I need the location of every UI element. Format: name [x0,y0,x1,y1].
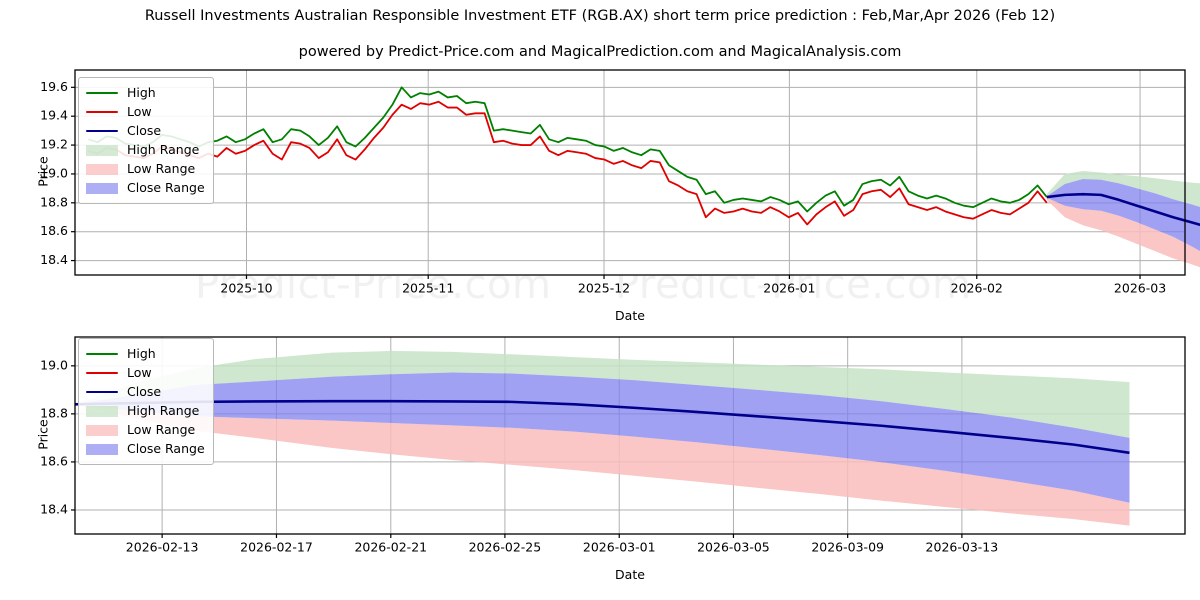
x-axis-tick-label: 2026-02-13 [126,540,199,555]
legend-item-high: High [86,83,205,102]
x-axis-tick-label: 2026-02-21 [354,540,427,555]
legend-item-low-range: Low Range [86,159,205,178]
legend-line-swatch [86,86,118,100]
y-axis-tick-label: 19.2 [40,137,68,152]
overview-chart-panel: 18.4 18.6 18.8 19.0 19.2 19.4 19.6 2025-10 2025-… [40,69,1200,296]
legend-item-label: Low [127,365,152,380]
legend-patch-swatch [86,143,118,157]
x-axis-tick-label: 2025-12 [578,281,630,296]
legend-item-high-range: High Range [86,401,205,420]
x-axis-tick-label: 2026-03-05 [697,540,770,555]
y-axis-tick-label: 18.4 [40,252,68,267]
legend-item-low-range: Low Range [86,420,205,439]
forecast-chart-panel: 18.4 18.6 18.8 19.0 2026-02-13 2026-02-17 2026… [0,320,1200,600]
forecast-close-range-band [75,372,1130,503]
legend-line-swatch [86,385,118,399]
legend-patch-swatch [86,442,118,456]
x-axis-tick-label: 2026-03-09 [811,540,884,555]
legend-item-label: Low Range [127,161,196,176]
page-title: Russell Investments Australian Responsib… [144,8,1056,24]
legend-item-low: Low [86,102,205,121]
overview-low-range-band [1046,197,1200,268]
y-axis-tick-label: 18.4 [40,501,68,516]
forecast-high-range-band [75,350,1130,438]
x-axis-tick-label: 2026-02-25 [469,540,542,555]
legend-patch-swatch [86,404,118,418]
y-axis-tick-label: 19.0 [40,357,68,372]
legend-item-high: High [86,344,205,363]
overview-x-axis-label: Date [615,308,645,323]
legend-item-label: High [127,85,156,100]
overview-high-line [88,86,1048,213]
x-axis-tick-label: 2026-02-17 [240,540,313,555]
forecast-low-range-band [75,404,1130,526]
legend-item-label: High Range [127,403,200,418]
legend-item-close: Close [86,382,205,401]
overview-legend: High Low Close High Range Low Range Close Ran… [78,77,214,204]
overview-chart-svg: 18.4 18.6 18.8 19.0 19.2 19.4 19.6 2025-10 2025-… [40,69,1200,296]
overview-low-line [88,100,1048,226]
legend-line-swatch [86,347,118,361]
legend-item-close: Close [86,121,205,140]
y-axis-tick-label: 19.6 [40,79,68,94]
legend-line-swatch [86,124,118,138]
legend-patch-swatch [86,162,118,176]
overview-y-axis-label: Price [35,155,51,187]
x-axis-tick-label: 2026-02 [951,281,1003,296]
x-axis-tick-label: 2025-11 [402,281,454,296]
y-axis-tick-label: 18.8 [40,405,68,420]
legend-line-swatch [86,105,118,119]
x-axis-tick-label: 2026-01 [763,281,815,296]
legend-item-label: Close Range [127,441,205,456]
legend-item-high-range: High Range [86,140,205,159]
legend-item-label: High Range [127,142,200,157]
overview-close-range-band [1046,179,1200,252]
legend-item-label: Low [127,104,152,119]
legend-item-label: High [127,346,156,361]
y-axis-tick-label: 19.0 [40,165,68,180]
legend-item-low: Low [86,363,205,382]
x-axis-tick-label: 2026-03 [1114,281,1166,296]
page-subtitle: powered by Predict-Price.com and Magical… [298,44,902,60]
x-axis-tick-label: 2026-03-01 [583,540,656,555]
forecast-legend: High Low Close High Range Low Range Close Ran… [78,338,214,465]
legend-line-swatch [86,366,118,380]
legend-item-label: Low Range [127,422,196,437]
legend-patch-swatch [86,181,118,195]
overview-high-range-band [1046,171,1200,208]
forecast-close-line [74,399,1130,455]
forecast-x-axis-label: Date [615,567,645,582]
legend-item-close-range: Close Range [86,439,205,458]
legend-item-label: Close [127,384,162,399]
legend-patch-swatch [86,423,118,437]
legend-item-label: Close [127,123,162,138]
y-axis-tick-label: 18.6 [40,223,68,238]
legend-item-label: Close Range [127,180,205,195]
forecast-chart-svg: 18.4 18.6 18.8 19.0 2026-02-13 2026-02-17 2026… [40,336,1186,555]
x-axis-tick-label: 2026-03-13 [926,540,999,555]
y-axis-tick-label: 19.4 [40,108,68,123]
forecast-y-axis-label: Price [35,418,51,450]
overview-close-line [1046,192,1200,227]
y-axis-tick-label: 18.8 [40,194,68,209]
x-axis-tick-label: 2025-10 [220,281,272,296]
legend-item-close-range: Close Range [86,178,205,197]
y-axis-tick-label: 18.6 [40,453,68,468]
